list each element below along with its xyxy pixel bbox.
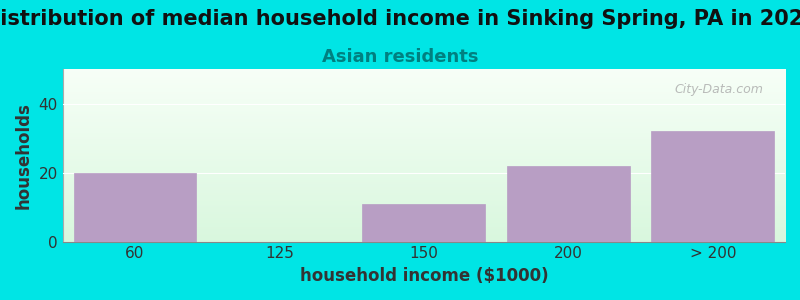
Text: Asian residents: Asian residents (322, 48, 478, 66)
Text: Distribution of median household income in Sinking Spring, PA in 2022: Distribution of median household income … (0, 9, 800, 29)
Bar (362, 204, 486, 242)
X-axis label: household income ($1000): household income ($1000) (299, 267, 548, 285)
Bar (74, 172, 196, 242)
Y-axis label: households: households (15, 102, 33, 209)
Bar (507, 166, 630, 242)
Text: City-Data.com: City-Data.com (674, 83, 763, 96)
Bar (651, 131, 774, 242)
